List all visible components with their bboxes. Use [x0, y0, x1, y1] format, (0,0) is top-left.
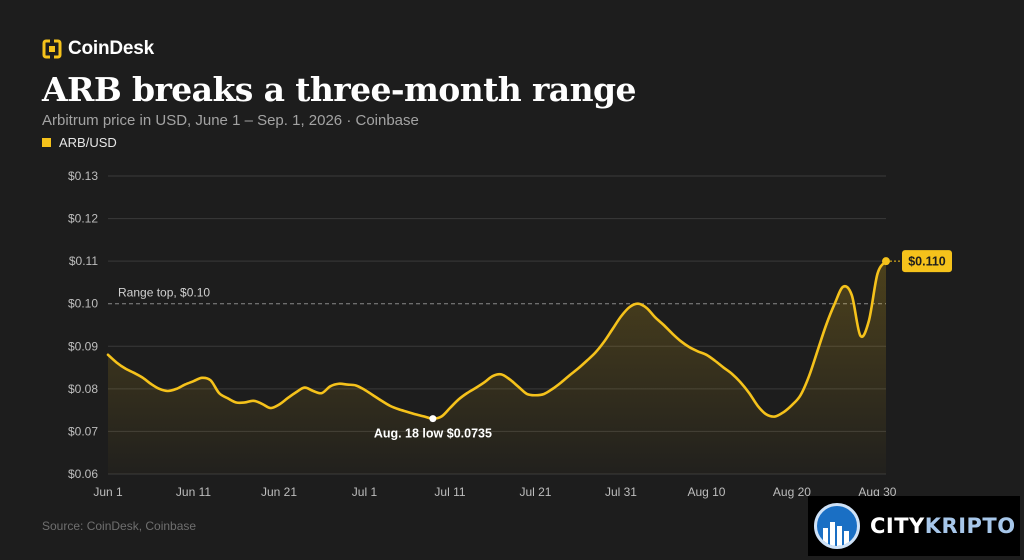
x-axis: Jun 1 Jun 11 Jun 21 Jul 1 Jul 11 Jul 21 Jul 31… — [93, 485, 896, 499]
range-top-label: Range top, $0.10 — [118, 286, 210, 300]
watermark-badge: CITYKRIPTO — [808, 496, 1020, 556]
watermark-kripto: KRIPTO — [924, 514, 1016, 538]
price-line — [106, 259, 888, 420]
x-tick-label: Jun 21 — [261, 485, 297, 499]
x-tick-label: Jul 1 — [352, 485, 378, 499]
coindesk-logo-icon — [42, 39, 62, 59]
x-tick-label: Aug 20 — [773, 485, 811, 499]
price-area — [108, 261, 886, 474]
y-tick-label: $0.12 — [68, 212, 98, 226]
x-tick-label: Aug 10 — [687, 485, 725, 499]
end-marker — [882, 257, 890, 266]
x-tick-label: Aug 30 — [858, 485, 896, 499]
brand-name: CoinDesk — [68, 38, 155, 59]
y-tick-label: $0.08 — [68, 382, 98, 396]
y-tick-label: $0.09 — [68, 339, 98, 353]
city-skyline-icon — [814, 503, 860, 549]
x-tick-label: Jul 11 — [434, 485, 465, 499]
legend-label: ARB/USD — [59, 135, 117, 150]
end-value-label: $0.110 — [908, 255, 946, 269]
annotations-layer: Range top, $0.10 Aug. 18 low $0.0735 $0.11… — [118, 250, 952, 441]
x-tick-label: Jun 11 — [176, 485, 211, 499]
x-tick-label: Jun 1 — [93, 485, 123, 499]
chart-subtitle: Arbitrum price in USD, June 1 – Sep. 1, … — [42, 112, 419, 129]
y-tick-label: $0.07 — [68, 424, 98, 438]
x-tick-label: Jul 31 — [605, 485, 637, 499]
x-tick-label: Jul 21 — [519, 485, 551, 499]
y-tick-label: $0.11 — [69, 254, 98, 268]
legend-swatch — [42, 138, 51, 147]
chart-title: ARB breaks a three-month range — [42, 70, 636, 109]
y-tick-label: $0.10 — [68, 297, 98, 311]
legend: ARB/USD — [42, 135, 117, 150]
low-annotation: Aug. 18 low $0.0735 — [374, 427, 492, 441]
y-tick-label: $0.13 — [68, 169, 98, 183]
low-marker — [429, 415, 437, 423]
series-layer — [106, 259, 888, 474]
source-note: Source: CoinDesk, Coinbase — [42, 519, 197, 533]
y-axis: $0.06 $0.07 $0.08 $0.09 $0.10 $0.11 $0.12 $0.13 — [68, 169, 98, 481]
end-value-badge — [902, 250, 952, 273]
watermark-text: CITYKRIPTO — [870, 514, 1016, 538]
brand: CoinDesk — [42, 38, 154, 60]
y-tick-label: $0.06 — [68, 467, 98, 481]
watermark-city: CITY — [870, 514, 925, 538]
